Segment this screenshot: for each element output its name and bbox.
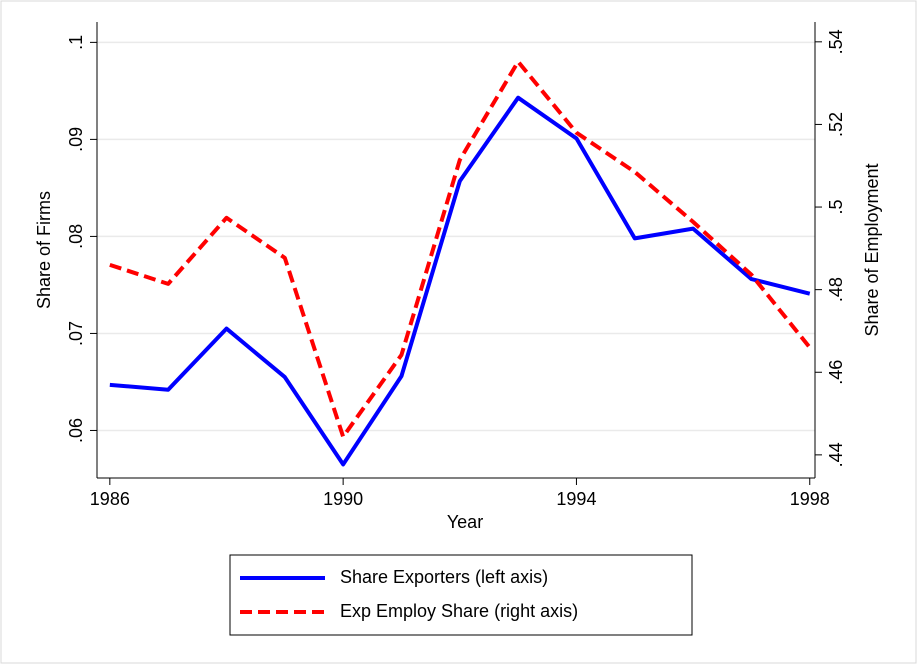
x-axis-title: Year <box>447 512 483 532</box>
plot-area <box>97 22 815 478</box>
y2-tick-label: .52 <box>826 112 846 137</box>
y-tick-label: .09 <box>66 127 86 152</box>
legend-label: Share Exporters (left axis) <box>340 567 548 587</box>
y-tick-label: .06 <box>66 418 86 443</box>
y-tick-label: .1 <box>66 35 86 50</box>
x-tick-label: 1994 <box>556 489 596 509</box>
y2-tick-label: .5 <box>826 200 846 215</box>
y-tick-label: .07 <box>66 321 86 346</box>
y2-axis-title: Share of Employment <box>862 163 882 336</box>
y2-tick-label: .44 <box>826 442 846 467</box>
legend-label: Exp Employ Share (right axis) <box>340 601 578 621</box>
legend-box <box>229 554 693 636</box>
x-tick-label: 1990 <box>323 489 363 509</box>
y2-tick-label: .54 <box>826 29 846 54</box>
x-tick-label: 1986 <box>90 489 130 509</box>
y2-tick-label: .46 <box>826 360 846 385</box>
y-tick-label: .08 <box>66 224 86 249</box>
y2-tick-label: .48 <box>826 277 846 302</box>
series-line <box>109 59 812 439</box>
x-tick-label: 1998 <box>790 489 830 509</box>
y-axis-title: Share of Firms <box>34 191 54 309</box>
series-line <box>109 95 811 467</box>
